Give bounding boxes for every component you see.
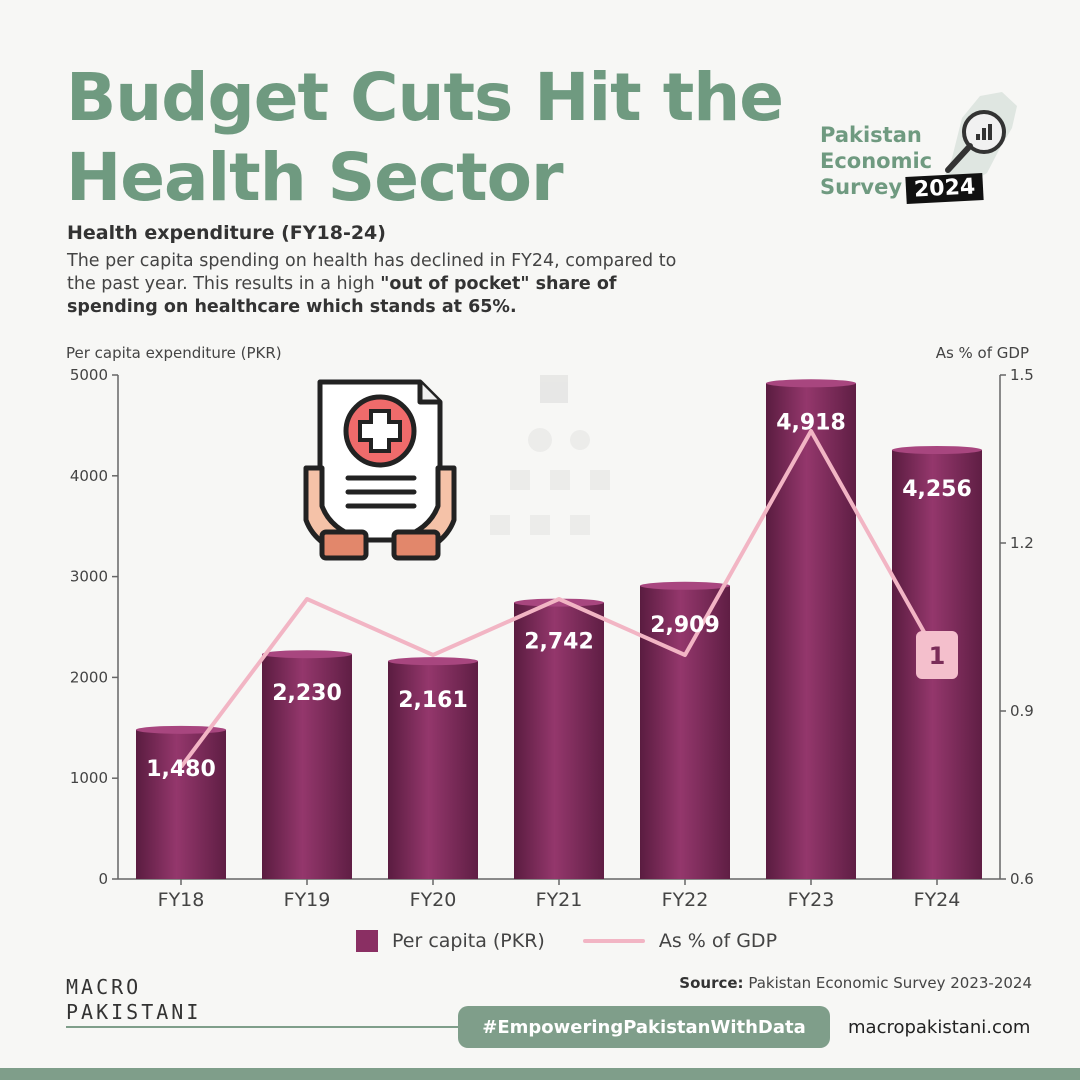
logo-line-2: Economic — [820, 149, 933, 173]
logo-line-1: Pakistan — [820, 123, 922, 147]
logo-year: 2024 — [905, 172, 984, 205]
right-tick-label: 0.9 — [1010, 702, 1034, 720]
source-text: Pakistan Economic Survey 2023-2024 — [748, 974, 1032, 992]
brand-divider — [66, 1026, 466, 1028]
x-tick-label: FY21 — [536, 889, 583, 911]
bar — [262, 654, 352, 879]
bottom-bar — [0, 1068, 1080, 1080]
legend-line-label: As % of GDP — [658, 930, 778, 952]
brand-line-2: PAKISTANI — [66, 1000, 202, 1024]
x-tick-label: FY19 — [284, 889, 331, 911]
bar — [514, 602, 604, 879]
faded-health-icons — [490, 375, 610, 535]
line-end-badge — [916, 631, 958, 679]
bar-cap — [136, 725, 226, 734]
bar-value-label: 2,161 — [398, 688, 468, 713]
right-tick-label: 1.5 — [1010, 366, 1034, 384]
left-axis-label: Per capita expenditure (PKR) — [66, 344, 282, 362]
logo-line-3: Survey — [820, 175, 903, 199]
title-line-2: Health Sector — [66, 139, 564, 216]
bar-value-label: 2,909 — [650, 613, 720, 638]
website-link[interactable]: macropakistani.com — [848, 1017, 1031, 1038]
x-tick-label: FY22 — [662, 889, 709, 911]
x-tick-label: FY18 — [158, 889, 205, 911]
bar-value-label: 2,230 — [272, 681, 342, 706]
page-title: Budget Cuts Hit the Health Sector — [66, 58, 826, 218]
x-tick-label: FY24 — [914, 889, 961, 911]
health-expenditure-chart: Per capita expenditure (PKR) As % of GDP 0… — [66, 344, 1034, 911]
bar-value-label: 1,480 — [146, 757, 216, 782]
left-tick-label: 3000 — [70, 568, 108, 586]
left-tick-label: 4000 — [70, 467, 108, 485]
source-label: Source: — [679, 974, 744, 992]
bar-cap — [388, 657, 478, 666]
right-axis-label: As % of GDP — [936, 344, 1029, 362]
bar-value-label: 4,256 — [902, 477, 972, 502]
source-note: Source: Pakistan Economic Survey 2023-20… — [679, 974, 1032, 992]
chart-legend: Per capita (PKR) As % of GDP — [356, 930, 777, 952]
bar — [766, 383, 856, 879]
line-end-label: 1 — [929, 642, 946, 670]
legend-bar-label: Per capita (PKR) — [392, 930, 545, 952]
left-tick-label: 5000 — [70, 366, 108, 384]
brand-logo: MACRO PAKISTANI — [66, 975, 201, 1025]
chart-subheading: Health expenditure (FY18-24) — [67, 222, 386, 244]
legend-bar-swatch — [356, 930, 378, 952]
bar-cap — [766, 379, 856, 388]
medical-document-icon — [303, 379, 457, 561]
left-tick-label: 2000 — [70, 668, 108, 686]
bar-value-label: 4,918 — [776, 410, 846, 435]
pakistan-map-icon — [942, 92, 1017, 188]
bar — [640, 585, 730, 879]
brand-line-1: MACRO — [66, 975, 142, 999]
bar-cap — [892, 445, 982, 454]
x-tick-label: FY20 — [410, 889, 457, 911]
right-tick-label: 1.2 — [1010, 534, 1034, 552]
legend-line-swatch — [582, 939, 645, 943]
right-tick-label: 0.6 — [1010, 870, 1034, 888]
description-text: The per capita spending on health has de… — [67, 251, 677, 294]
bar — [388, 661, 478, 879]
description-emphasis: "out of pocket" share of spending on hea… — [67, 274, 617, 317]
bar — [136, 729, 226, 879]
bar-cap — [640, 581, 730, 590]
hashtag-badge: #EmpoweringPakistanWithData — [458, 1006, 830, 1048]
x-tick-label: FY23 — [788, 889, 835, 911]
title-line-1: Budget Cuts Hit the — [66, 59, 784, 136]
bar-cap — [262, 650, 352, 659]
bar-cap — [514, 598, 604, 607]
left-tick-label: 0 — [98, 870, 108, 888]
left-tick-label: 1000 — [70, 769, 108, 787]
gdp-share-line — [179, 429, 939, 769]
bar-value-label: 2,742 — [524, 630, 594, 655]
chart-description: The per capita spending on health has de… — [67, 250, 707, 319]
survey-logo: Pakistan Economic Survey 2024 — [812, 88, 1032, 218]
